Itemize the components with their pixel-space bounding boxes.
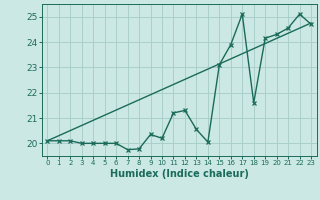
X-axis label: Humidex (Indice chaleur): Humidex (Indice chaleur) [110, 169, 249, 179]
